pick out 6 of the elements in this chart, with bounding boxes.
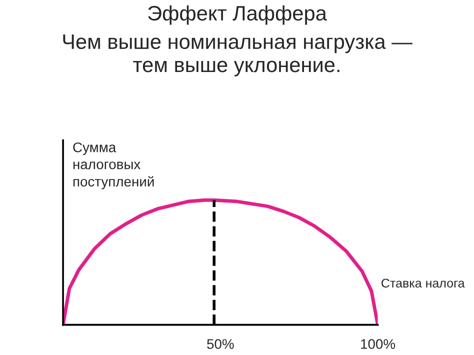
- x-tick-label: 50%: [207, 339, 234, 349]
- x-tick-label: 100%: [361, 339, 396, 349]
- x-axis-title: Ставка налога: [382, 278, 465, 288]
- y-axis-title: Сумма налоговых поступлений: [73, 142, 154, 190]
- chart-subtitle: Чем выше номинальная нагрузка — тем выше уклонение.: [63, 34, 412, 76]
- chart-title: Эффект Лаффера: [148, 5, 327, 25]
